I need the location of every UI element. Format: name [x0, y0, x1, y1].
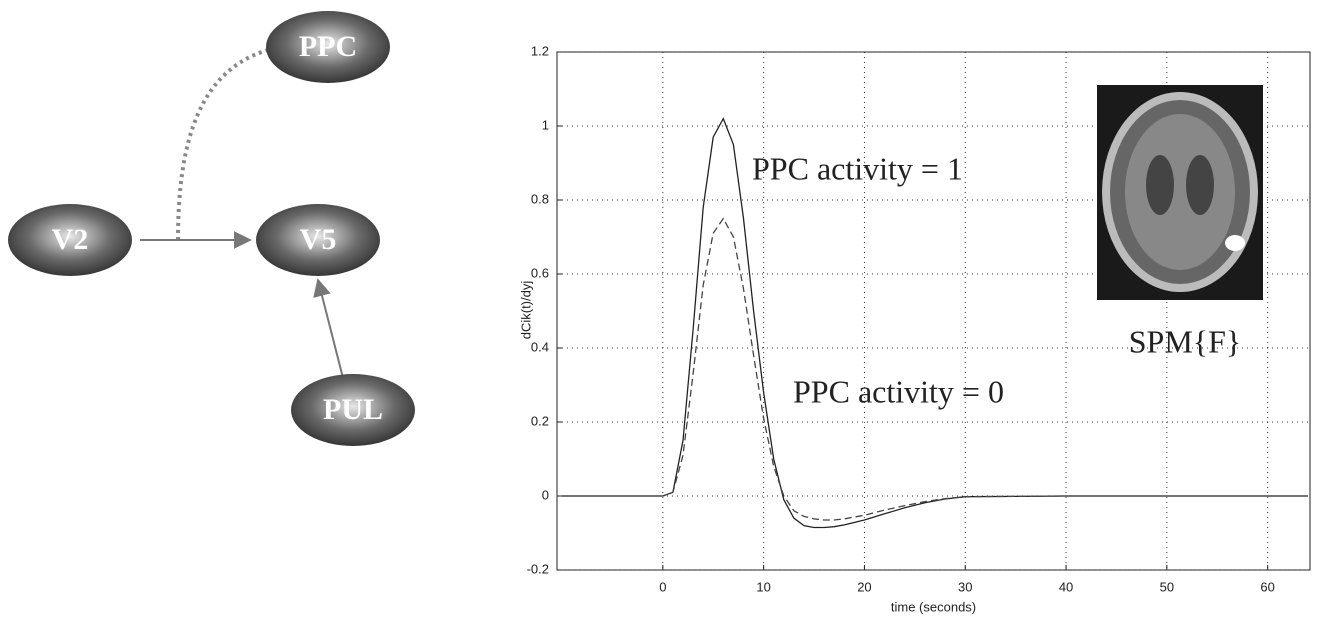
modulation-link [176, 48, 269, 241]
annotation: SPM{F} [1129, 323, 1242, 359]
y-tick-label: 0.4 [531, 339, 549, 354]
x-tick-label: 60 [1260, 579, 1274, 594]
x-tick-label: 20 [857, 579, 871, 594]
diagram: PPC V2 V5 PUL [8, 11, 415, 446]
brain-image [1097, 85, 1263, 300]
x-tick-label: 10 [756, 579, 770, 594]
node [291, 374, 415, 446]
y-tick-label: 0.6 [531, 265, 549, 280]
arrow [313, 278, 344, 379]
y-tick-label: 0.8 [531, 191, 549, 206]
y-tick-label: 1 [542, 117, 549, 132]
node-label: PPC [299, 30, 357, 63]
x-tick-label: 30 [958, 579, 972, 594]
annotation: PPC activity = 0 [793, 373, 1004, 409]
y-axis-label: dCik(t)/dyj [518, 281, 533, 340]
x-tick-label: 0 [659, 579, 666, 594]
series-line [562, 117, 1308, 529]
node-label: V2 [52, 223, 89, 256]
y-tick-label: 1.2 [531, 43, 549, 58]
x-tick-label: 50 [1160, 579, 1174, 594]
series-line [562, 217, 1308, 521]
node-label: PUL [323, 393, 383, 426]
y-tick-label: -0.2 [527, 561, 549, 576]
annotation: PPC activity = 1 [752, 150, 963, 186]
node [8, 204, 132, 276]
y-tick-label: 0.2 [531, 413, 549, 428]
node [266, 11, 390, 83]
x-axis-label: time (seconds) [891, 599, 976, 614]
node [256, 204, 380, 276]
x-tick-label: 40 [1059, 579, 1073, 594]
y-tick-label: 0 [542, 487, 549, 502]
node-label: V5 [300, 223, 337, 256]
